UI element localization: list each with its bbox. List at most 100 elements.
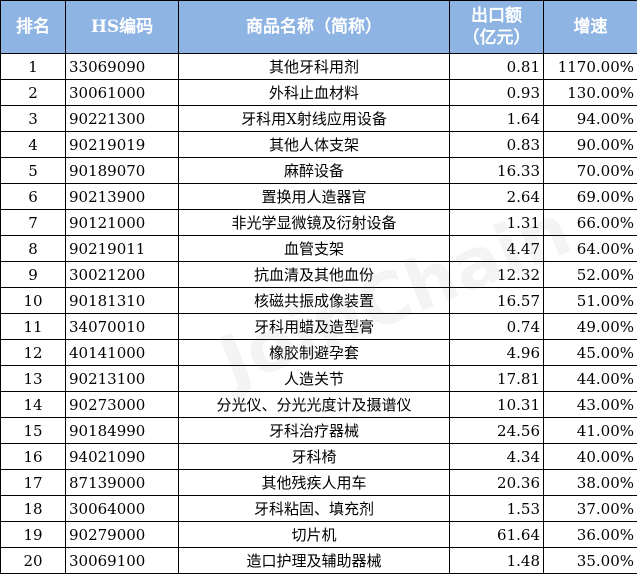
rank-cell: 20 (0, 547, 66, 574)
rank-cell: 18 (0, 495, 66, 522)
growth-cell: 69.00% (543, 183, 637, 210)
growth-cell: 35.00% (543, 547, 637, 574)
table-row: 14 90273000 分光仪、分光光度计及摄谱仪 10.31 43.00% (0, 391, 637, 418)
header-export-line2: （亿元） (462, 28, 531, 48)
product-name-cell: 麻醉设备 (178, 157, 450, 184)
header-hs-code: HS编码 (65, 0, 179, 54)
product-name-cell: 人造关节 (178, 365, 450, 392)
export-value-cell: 1.31 (449, 209, 544, 236)
table-row: 11 34070010 牙科用蜡及造型膏 0.74 49.00% (0, 313, 637, 340)
product-name-cell: 牙科用X射线应用设备 (178, 105, 450, 132)
growth-cell: 90.00% (543, 131, 637, 158)
rank-cell: 11 (0, 313, 66, 340)
table-row: 6 90213900 置换用人造器官 2.64 69.00% (0, 183, 637, 210)
growth-cell: 44.00% (543, 365, 637, 392)
growth-cell: 64.00% (543, 235, 637, 262)
table-row: 4 90219019 其他人体支架 0.83 90.00% (0, 131, 637, 158)
hs-code-cell: 90221300 (65, 105, 179, 132)
export-value-cell: 1.48 (449, 547, 544, 574)
product-name-cell: 牙科粘固、填充剂 (178, 495, 450, 522)
product-name-cell: 外科止血材料 (178, 79, 450, 106)
export-value-cell: 1.53 (449, 495, 544, 522)
table-row: 9 30021200 抗血清及其他血份 12.32 52.00% (0, 261, 637, 288)
export-value-cell: 16.57 (449, 287, 544, 314)
hs-code-cell: 34070010 (65, 313, 179, 340)
growth-cell: 70.00% (543, 157, 637, 184)
export-value-cell: 16.33 (449, 157, 544, 184)
growth-cell: 43.00% (543, 391, 637, 418)
export-value-cell: 4.96 (449, 339, 544, 366)
header-product-name: 商品名称（简称） (178, 0, 450, 54)
growth-cell: 94.00% (543, 105, 637, 132)
hs-code-cell: 90184990 (65, 417, 179, 444)
growth-cell: 37.00% (543, 495, 637, 522)
product-name-cell: 非光学显微镜及衍射设备 (178, 209, 450, 236)
hs-code-cell: 90219011 (65, 235, 179, 262)
rank-cell: 8 (0, 235, 66, 262)
header-export-value: 出口额 （亿元） (449, 0, 544, 54)
product-name-cell: 橡胶制避孕套 (178, 339, 450, 366)
export-value-cell: 0.83 (449, 131, 544, 158)
rank-cell: 19 (0, 521, 66, 548)
rank-cell: 10 (0, 287, 66, 314)
rank-cell: 13 (0, 365, 66, 392)
table-row: 13 90213100 人造关节 17.81 44.00% (0, 365, 637, 392)
product-name-cell: 切片机 (178, 521, 450, 548)
table-row: 8 90219011 血管支架 4.47 64.00% (0, 235, 637, 262)
product-name-cell: 抗血清及其他血份 (178, 261, 450, 288)
growth-cell: 38.00% (543, 469, 637, 496)
header-export-line1: 出口额 (471, 6, 522, 26)
export-value-cell: 61.64 (449, 521, 544, 548)
export-value-cell: 12.32 (449, 261, 544, 288)
product-name-cell: 血管支架 (178, 235, 450, 262)
hs-code-cell: 90213100 (65, 365, 179, 392)
table-row: 5 90189070 麻醉设备 16.33 70.00% (0, 157, 637, 184)
product-name-cell: 造口护理及辅助器械 (178, 547, 450, 574)
table-row: 16 94021090 牙科椅 4.34 40.00% (0, 443, 637, 470)
rank-cell: 9 (0, 261, 66, 288)
table-row: 3 90221300 牙科用X射线应用设备 1.64 94.00% (0, 105, 637, 132)
hs-code-cell: 30064000 (65, 495, 179, 522)
header-rank: 排名 (0, 0, 66, 54)
table-row: 10 90181310 核磁共振成像装置 16.57 51.00% (0, 287, 637, 314)
product-name-cell: 其他残疾人用车 (178, 469, 450, 496)
growth-cell: 36.00% (543, 521, 637, 548)
rank-cell: 15 (0, 417, 66, 444)
product-name-cell: 置换用人造器官 (178, 183, 450, 210)
hs-code-cell: 30021200 (65, 261, 179, 288)
rank-cell: 3 (0, 105, 66, 132)
growth-cell: 45.00% (543, 339, 637, 366)
export-value-cell: 0.81 (449, 53, 544, 80)
hs-code-cell: 30069100 (65, 547, 179, 574)
growth-cell: 40.00% (543, 443, 637, 470)
rank-cell: 14 (0, 391, 66, 418)
product-name-cell: 牙科治疗器械 (178, 417, 450, 444)
hs-code-cell: 90213900 (65, 183, 179, 210)
table-row: 15 90184990 牙科治疗器械 24.56 41.00% (0, 417, 637, 444)
rank-cell: 5 (0, 157, 66, 184)
rank-cell: 1 (0, 53, 66, 80)
rank-cell: 6 (0, 183, 66, 210)
product-name-cell: 分光仪、分光光度计及摄谱仪 (178, 391, 450, 418)
hs-code-cell: 33069090 (65, 53, 179, 80)
hs-code-cell: 90273000 (65, 391, 179, 418)
table-row: 12 40141000 橡胶制避孕套 4.96 45.00% (0, 339, 637, 366)
growth-cell: 49.00% (543, 313, 637, 340)
header-row: 排名 HS编码 商品名称（简称） 出口额 （亿元） 增速 (0, 0, 637, 54)
table-row: 17 87139000 其他残疾人用车 20.36 38.00% (0, 469, 637, 496)
product-name-cell: 其他人体支架 (178, 131, 450, 158)
export-value-cell: 10.31 (449, 391, 544, 418)
table-row: 1 33069090 其他牙科用剂 0.81 1170.00% (0, 53, 637, 80)
hs-code-cell: 94021090 (65, 443, 179, 470)
header-growth: 增速 (543, 0, 637, 54)
table-row: 19 90279000 切片机 61.64 36.00% (0, 521, 637, 548)
table-row: 20 30069100 造口护理及辅助器械 1.48 35.00% (0, 547, 637, 574)
rank-cell: 17 (0, 469, 66, 496)
growth-cell: 1170.00% (543, 53, 637, 80)
rank-cell: 12 (0, 339, 66, 366)
growth-cell: 51.00% (543, 287, 637, 314)
growth-cell: 66.00% (543, 209, 637, 236)
export-value-cell: 17.81 (449, 365, 544, 392)
export-value-cell: 0.74 (449, 313, 544, 340)
